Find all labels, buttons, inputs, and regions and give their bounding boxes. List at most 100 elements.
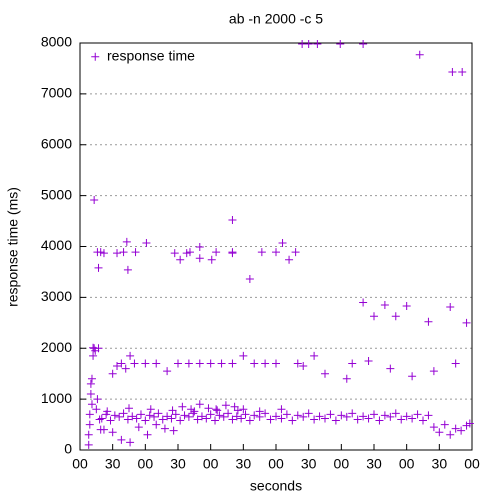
y-tick-label: 0 <box>64 441 72 457</box>
point <box>370 410 378 419</box>
x-tick-label: 30 <box>170 456 186 472</box>
point <box>122 237 131 246</box>
point <box>190 407 199 416</box>
point <box>310 351 319 360</box>
point <box>134 423 143 432</box>
x-tick-label: 00 <box>464 456 480 472</box>
point <box>185 248 194 257</box>
point <box>446 303 455 312</box>
point <box>348 359 357 368</box>
point <box>313 40 322 49</box>
point <box>94 344 103 353</box>
point <box>331 416 340 425</box>
point <box>176 416 185 425</box>
point <box>97 414 106 423</box>
point <box>117 359 126 368</box>
point <box>206 410 215 419</box>
point <box>353 415 362 424</box>
point <box>92 405 101 414</box>
point <box>326 410 335 419</box>
point <box>119 409 128 418</box>
point <box>304 409 313 418</box>
point <box>197 412 206 421</box>
point <box>250 359 259 368</box>
x-tick-label: 00 <box>203 456 219 472</box>
point <box>282 410 291 419</box>
point <box>337 411 346 420</box>
point <box>413 410 422 419</box>
point <box>261 409 270 418</box>
point <box>304 40 313 49</box>
point <box>288 416 297 425</box>
point <box>310 415 319 424</box>
point <box>415 50 424 59</box>
point <box>221 401 230 410</box>
point <box>397 415 406 424</box>
x-tick-label: 30 <box>366 456 382 472</box>
point <box>462 318 471 327</box>
x-tick-label: 00 <box>268 456 284 472</box>
point <box>94 263 103 272</box>
point <box>448 67 457 76</box>
point <box>152 359 161 368</box>
point <box>86 379 95 388</box>
point <box>402 302 411 311</box>
point <box>195 400 204 409</box>
point <box>125 404 133 413</box>
point <box>132 414 141 423</box>
x-tick-label: 30 <box>105 456 121 472</box>
point <box>250 411 259 420</box>
point <box>391 312 400 321</box>
point <box>211 416 220 425</box>
point <box>359 40 368 49</box>
point <box>457 426 466 435</box>
point <box>178 402 187 411</box>
point <box>299 362 308 371</box>
point <box>86 390 95 399</box>
point <box>321 369 329 378</box>
point <box>96 248 105 257</box>
point <box>364 414 373 423</box>
point <box>145 411 154 420</box>
point <box>321 414 329 423</box>
point <box>336 40 345 49</box>
point <box>245 416 254 425</box>
point <box>123 415 132 424</box>
point <box>123 265 132 274</box>
point <box>128 412 137 421</box>
point <box>119 248 128 257</box>
point <box>462 421 471 430</box>
point <box>146 405 155 414</box>
point <box>375 416 384 425</box>
point <box>370 312 378 321</box>
point <box>446 430 455 439</box>
point <box>89 343 98 352</box>
point <box>195 243 204 252</box>
point <box>293 411 302 420</box>
point <box>168 406 177 415</box>
point <box>207 255 216 264</box>
point <box>152 420 161 429</box>
point <box>99 425 108 434</box>
point <box>130 359 139 368</box>
point <box>228 415 237 424</box>
point <box>195 359 204 368</box>
point <box>189 409 198 418</box>
point <box>84 430 93 439</box>
x-tick-label: 30 <box>301 456 317 472</box>
point <box>212 248 221 257</box>
point <box>117 435 126 444</box>
point <box>435 428 444 437</box>
point <box>85 420 94 429</box>
point <box>277 414 286 423</box>
x-tick-label: 30 <box>236 456 252 472</box>
point <box>359 412 368 421</box>
point <box>167 414 176 423</box>
point <box>277 405 286 414</box>
point <box>408 372 417 381</box>
point <box>299 412 308 421</box>
point <box>184 412 193 421</box>
point <box>219 412 228 421</box>
point <box>141 359 150 368</box>
